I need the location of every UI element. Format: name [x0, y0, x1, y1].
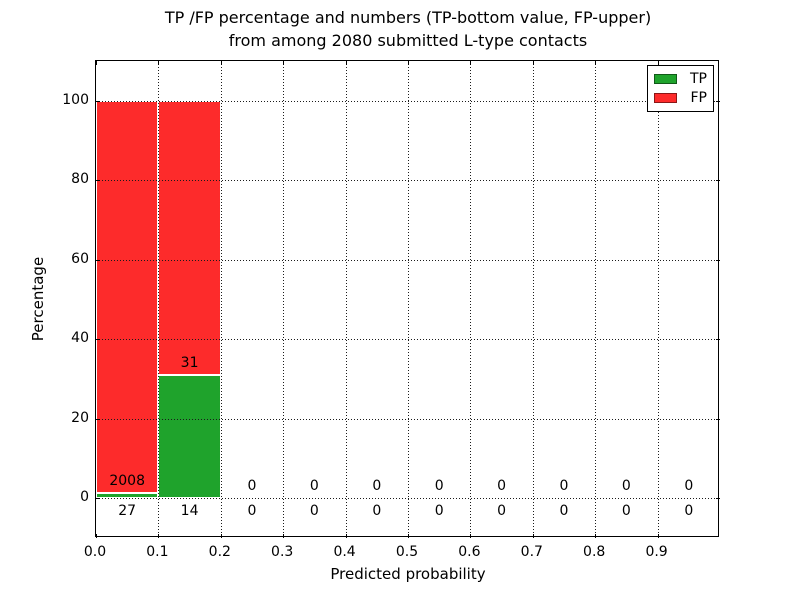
tick-mark	[408, 534, 409, 538]
grid-line-x	[283, 61, 285, 538]
tick-mark	[657, 534, 659, 538]
tp-count-label: 0	[559, 503, 569, 520]
tick-mark	[716, 180, 720, 182]
y-tick-label: 20	[71, 409, 89, 426]
fp-count-label: 0	[372, 478, 382, 495]
fp-count-label: 0	[497, 478, 507, 495]
tick-mark	[470, 61, 472, 65]
legend-label-tp: TP	[690, 70, 707, 87]
tick-mark	[96, 534, 97, 538]
tick-mark	[283, 61, 285, 65]
tick-mark	[158, 61, 160, 65]
x-tick-label: 0.5	[395, 544, 419, 560]
legend: TP FP	[647, 65, 714, 112]
y-tick-label: 100	[62, 91, 89, 108]
tp-count-label: 0	[247, 503, 257, 520]
tick-mark	[96, 100, 100, 102]
y-axis-label: Percentage	[29, 256, 47, 342]
tick-mark	[220, 61, 222, 65]
fp-count-label: 2008	[109, 472, 145, 489]
tp-count-label: 27	[118, 503, 137, 520]
legend-swatch-tp	[654, 74, 677, 84]
tick-mark	[345, 61, 347, 65]
grid-line-x	[158, 61, 160, 538]
chart-title-line2: from among 2080 submitted L-type contact…	[228, 30, 588, 50]
tick-mark	[716, 100, 720, 102]
tick-mark	[470, 534, 472, 538]
grid-line-x	[408, 61, 409, 538]
tp-count-label: 0	[497, 503, 507, 520]
x-tick-label: 0.6	[458, 544, 481, 560]
tick-mark	[716, 418, 720, 420]
tick-mark	[716, 339, 720, 341]
x-tick-label: 0.8	[583, 544, 606, 560]
x-tick-label: 0.7	[520, 544, 543, 560]
x-tick-label: 0.1	[146, 544, 169, 560]
y-tick-label: 0	[80, 489, 89, 506]
fp-count-label: 0	[559, 478, 569, 495]
bar-segment-fp	[96, 100, 159, 493]
fp-count-label: 0	[621, 478, 631, 495]
grid-line-x	[595, 61, 597, 538]
x-tick-label: 0.9	[645, 544, 668, 560]
fp-count-label: 0	[684, 478, 694, 495]
tick-mark	[595, 61, 597, 65]
tp-count-label: 14	[180, 503, 199, 520]
x-axis-label: Predicted probability	[330, 565, 486, 583]
tick-mark	[96, 259, 100, 261]
legend-row: FP	[654, 89, 708, 106]
fp-count-label: 0	[309, 478, 319, 495]
plot-area: 2008 27 31 14 0 0 0 0 0 0 0 0 0 0 0 0 0 0 0 0	[95, 60, 720, 538]
tick-mark	[657, 61, 659, 65]
tp-count-label: 0	[621, 503, 631, 520]
y-tick-label: 40	[71, 330, 89, 347]
fp-count-label: 0	[247, 478, 257, 495]
grid-line-x	[657, 61, 659, 538]
y-tick-label: 80	[71, 171, 89, 188]
x-tick-label: 0.0	[83, 544, 107, 560]
legend-row: TP	[654, 70, 707, 87]
legend-label-fp: FP	[690, 89, 708, 106]
tp-count-label: 0	[309, 503, 319, 520]
bar-segment-fp	[158, 100, 221, 375]
bar-segment-tp	[96, 492, 159, 499]
x-tick-label: 0.2	[208, 544, 231, 560]
tick-mark	[96, 418, 100, 420]
tick-mark	[408, 61, 409, 65]
grid-line-x	[532, 61, 534, 538]
tick-mark	[96, 180, 100, 182]
fp-count-label: 31	[180, 354, 199, 371]
tick-mark	[345, 534, 347, 538]
tick-mark	[220, 534, 222, 538]
tick-mark	[532, 61, 534, 65]
x-tick-label: 0.4	[333, 544, 356, 560]
tick-mark	[595, 534, 597, 538]
grid-line-x	[470, 61, 472, 538]
tp-count-label: 0	[372, 503, 382, 520]
legend-swatch-fp	[654, 93, 677, 103]
fp-count-label: 0	[434, 478, 444, 495]
tick-mark	[96, 339, 100, 341]
tick-mark	[716, 259, 720, 261]
chart-title-line1: TP /FP percentage and numbers (TP-bottom…	[164, 8, 652, 27]
grid-line-x	[220, 61, 222, 538]
tick-mark	[158, 534, 160, 538]
tick-mark	[96, 498, 100, 500]
tick-mark	[716, 498, 720, 500]
x-tick-label: 0.3	[271, 544, 294, 560]
tp-count-label: 0	[434, 503, 444, 520]
tick-mark	[283, 534, 285, 538]
y-tick-label: 60	[71, 250, 89, 267]
bar-segment-tp	[158, 374, 221, 499]
tick-mark	[532, 534, 534, 538]
grid-line-x	[345, 61, 347, 538]
tick-mark	[96, 61, 97, 65]
chart-title: TP /FP percentage and numbers (TP-bottom…	[0, 7, 800, 52]
tp-count-label: 0	[684, 503, 694, 520]
